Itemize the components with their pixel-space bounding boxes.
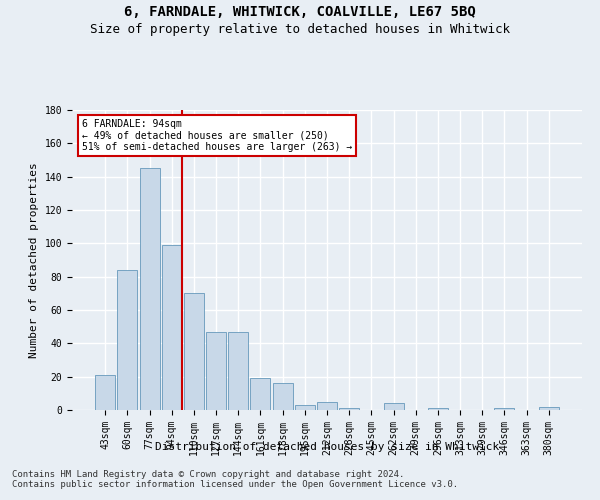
Bar xyxy=(339,408,359,410)
Bar xyxy=(140,168,160,410)
Text: 6 FARNDALE: 94sqm
← 49% of detached houses are smaller (250)
51% of semi-detache: 6 FARNDALE: 94sqm ← 49% of detached hous… xyxy=(82,119,352,152)
Bar xyxy=(162,245,182,410)
Bar xyxy=(383,404,404,410)
Y-axis label: Number of detached properties: Number of detached properties xyxy=(29,162,39,358)
Text: Contains public sector information licensed under the Open Government Licence v3: Contains public sector information licen… xyxy=(12,480,458,489)
Bar xyxy=(295,405,315,410)
Text: Distribution of detached houses by size in Whitwick: Distribution of detached houses by size … xyxy=(155,442,499,452)
Bar xyxy=(317,402,337,410)
Bar xyxy=(272,384,293,410)
Bar xyxy=(184,294,204,410)
Bar xyxy=(494,408,514,410)
Bar xyxy=(118,270,137,410)
Bar xyxy=(228,332,248,410)
Text: 6, FARNDALE, WHITWICK, COALVILLE, LE67 5BQ: 6, FARNDALE, WHITWICK, COALVILLE, LE67 5… xyxy=(124,5,476,19)
Bar xyxy=(206,332,226,410)
Text: Size of property relative to detached houses in Whitwick: Size of property relative to detached ho… xyxy=(90,22,510,36)
Bar xyxy=(539,406,559,410)
Text: Contains HM Land Registry data © Crown copyright and database right 2024.: Contains HM Land Registry data © Crown c… xyxy=(12,470,404,479)
Bar xyxy=(428,408,448,410)
Bar xyxy=(250,378,271,410)
Bar xyxy=(95,375,115,410)
